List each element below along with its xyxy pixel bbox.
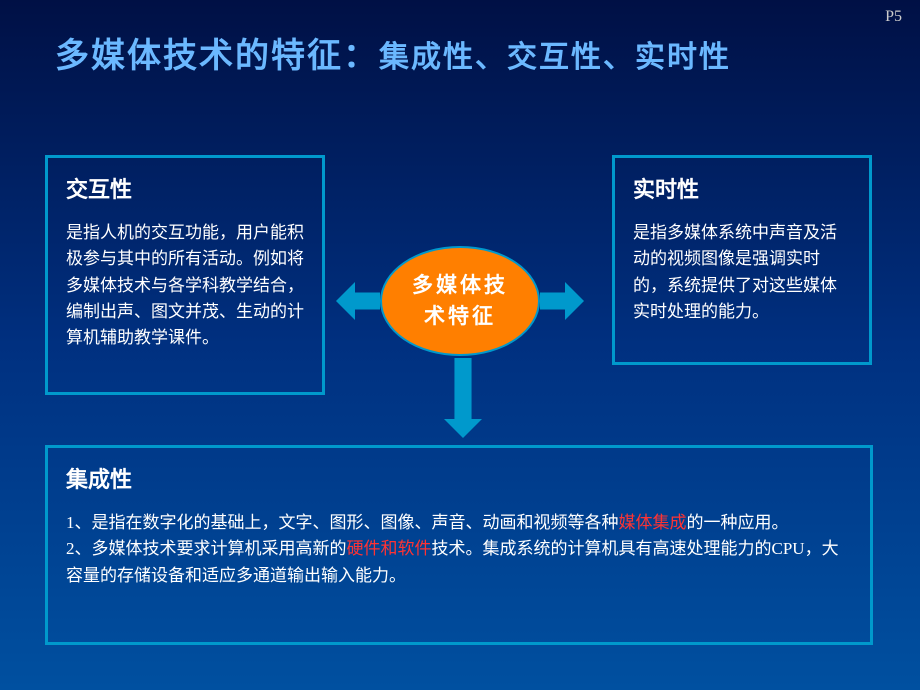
- page-number: P5: [885, 8, 902, 26]
- box-integration-title: 集成性: [66, 462, 852, 494]
- center-ellipse: 多媒体技 术特征: [380, 246, 540, 356]
- p2-highlight: 硬件和软件: [347, 539, 432, 558]
- box-interactivity-title: 交互性: [66, 172, 304, 204]
- p1a: 1、是指在数字化的基础上，文字、图形、图像、声音、动画和视频等各种: [66, 513, 619, 532]
- p2a: 2、多媒体技术要求计算机采用高新的: [66, 539, 347, 558]
- p1b: 的一种应用。: [687, 513, 789, 532]
- title-sub: 集成性、交互性、实时性: [379, 41, 731, 74]
- p1-highlight: 媒体集成: [619, 513, 687, 532]
- title-main: 多媒体技术的特征：: [55, 38, 379, 75]
- box-interactivity-body: 是指人机的交互功能，用户能积极参与其中的所有活动。例如将多媒体技术与各学科教学结…: [66, 220, 304, 352]
- arrow-right-icon: [540, 282, 584, 320]
- arrow-left-icon: [336, 282, 380, 320]
- box-realtime: 实时性 是指多媒体系统中声音及活动的视频图像是强调实时的，系统提供了对这些媒体实…: [612, 155, 872, 365]
- box-integration: 集成性 1、是指在数字化的基础上，文字、图形、图像、声音、动画和视频等各种媒体集…: [45, 445, 873, 645]
- ellipse-line2: 术特征: [424, 304, 496, 328]
- ellipse-line1: 多媒体技: [412, 273, 508, 297]
- slide-title: 多媒体技术的特征：集成性、交互性、实时性: [55, 28, 731, 77]
- box-interactivity: 交互性 是指人机的交互功能，用户能积极参与其中的所有活动。例如将多媒体技术与各学…: [45, 155, 325, 395]
- box-realtime-body: 是指多媒体系统中声音及活动的视频图像是强调实时的，系统提供了对这些媒体实时处理的…: [633, 220, 851, 325]
- box-integration-body: 1、是指在数字化的基础上，文字、图形、图像、声音、动画和视频等各种媒体集成的一种…: [66, 510, 852, 589]
- arrow-down-icon: [444, 358, 482, 438]
- box-realtime-title: 实时性: [633, 172, 851, 204]
